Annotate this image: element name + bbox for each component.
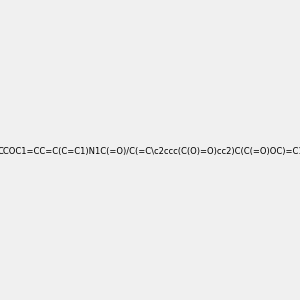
Text: CCOC1=CC=C(C=C1)N1C(=O)/C(=C\c2ccc(C(O)=O)cc2)C(C(=O)OC)=C1C: CCOC1=CC=C(C=C1)N1C(=O)/C(=C\c2ccc(C(O)=… <box>0 147 300 156</box>
